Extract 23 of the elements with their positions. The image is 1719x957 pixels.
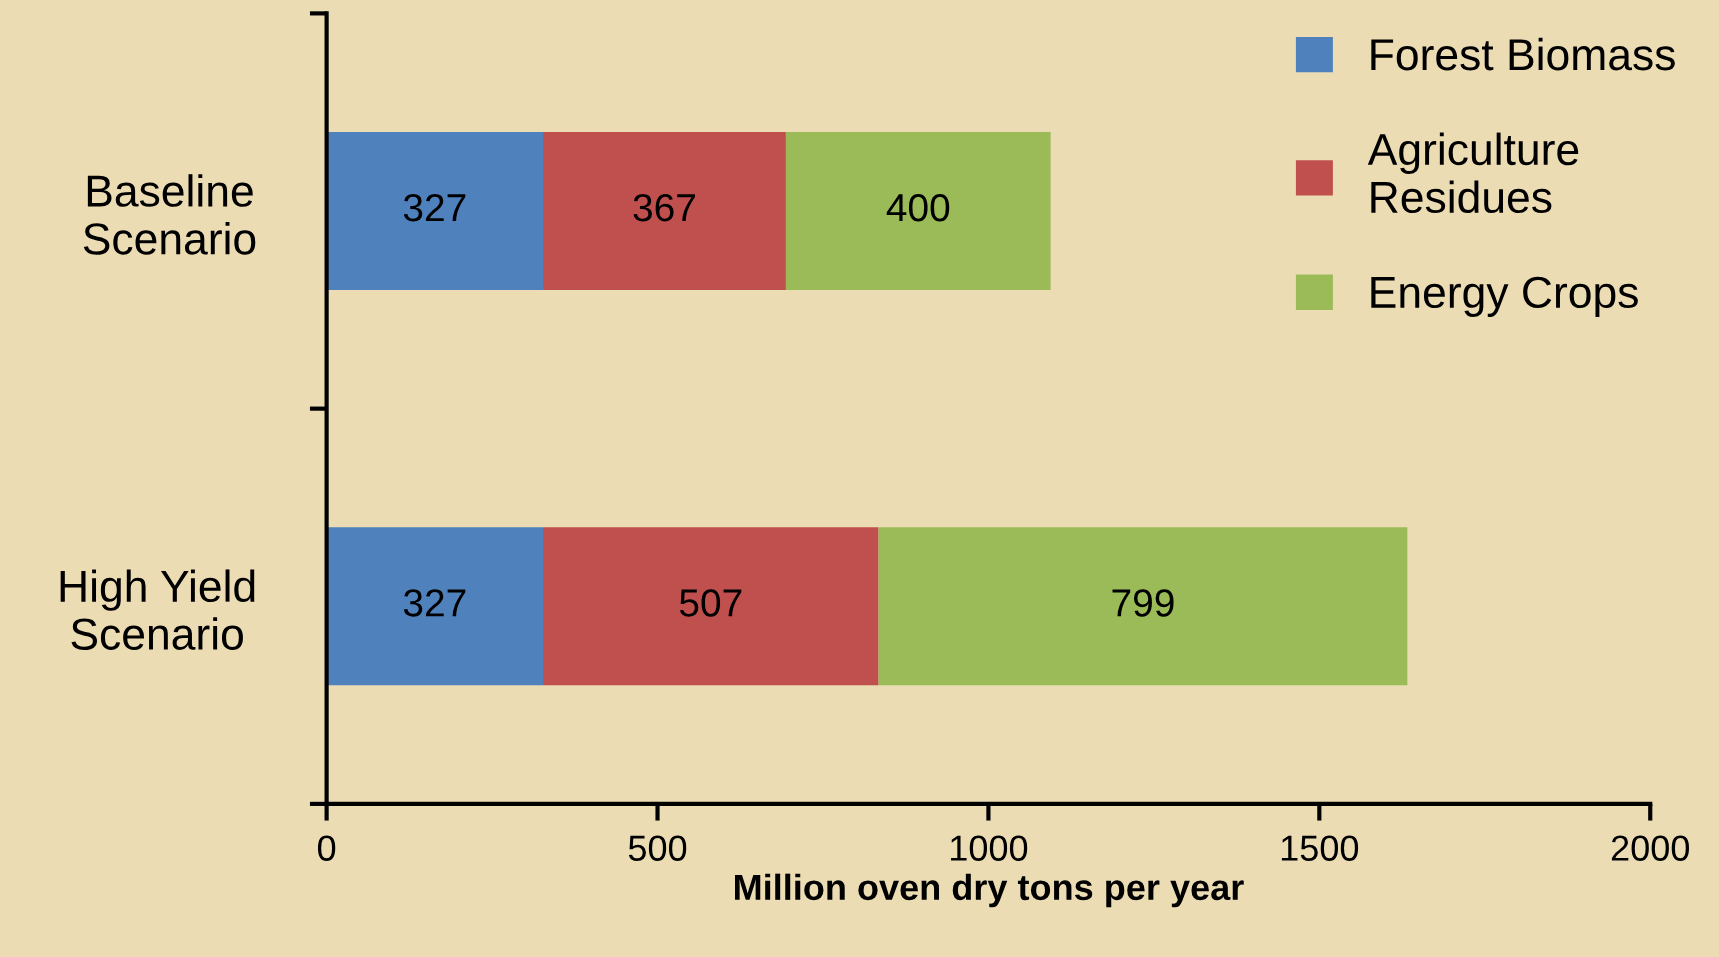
x-tick-label: 1500: [1281, 835, 1359, 861]
x-tick-label: 0: [317, 835, 336, 861]
y-tick-label: High Yield Scenario: [60, 569, 255, 650]
data-label: 507: [679, 589, 742, 617]
bar: [878, 527, 1408, 686]
legend-label: Forest Biomass: [1371, 37, 1675, 71]
x-axis-title: Million oven dry tons per year: [735, 873, 1244, 908]
y-tick-label: Baseline Scenario: [83, 174, 256, 255]
data-label: 327: [403, 193, 466, 222]
x-tick-label: 500: [628, 835, 687, 861]
data-label: 799: [1112, 589, 1174, 617]
data-label: 327: [403, 589, 466, 617]
x-tick-label: 1000: [951, 835, 1028, 861]
bar: [326, 527, 544, 686]
bar: [326, 131, 544, 291]
data-label: 367: [633, 193, 695, 222]
legend-label: Agriculture Residues: [1367, 132, 1579, 214]
x-tick-label: 2000: [1611, 835, 1689, 861]
bar: [543, 527, 879, 686]
bar: [785, 131, 1051, 291]
bar: [543, 131, 786, 291]
legend-label: Energy Crops: [1371, 276, 1638, 317]
data-label: 400: [886, 193, 950, 222]
